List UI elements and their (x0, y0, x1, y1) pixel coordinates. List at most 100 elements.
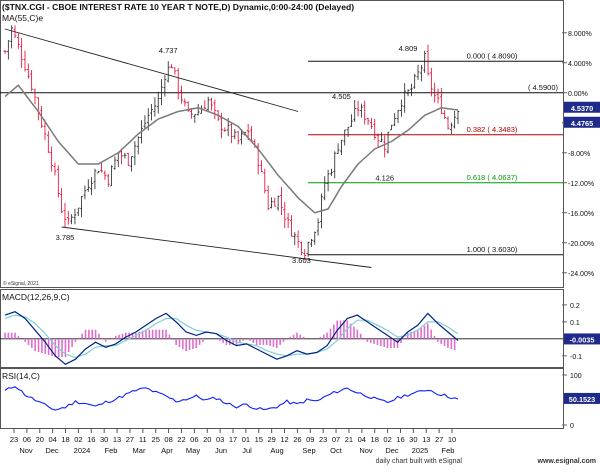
y-tick-label: 8.000% (568, 31, 592, 38)
x-tick-label: 20 (36, 435, 44, 444)
y-tick-label: -24.00% (568, 271, 594, 278)
x-tick-label: 10 (448, 435, 456, 444)
y-tick-label: -20.00% (568, 241, 594, 248)
x-tick-label: 03 (216, 435, 224, 444)
chart-title: ($TNX.CGI - CBOE INTEREST RATE 10 YEAR T… (2, 2, 354, 12)
fib-level-label: 0.382 ( 4.3483) (467, 125, 518, 134)
rsi-title: RSI(14,C) (2, 371, 40, 381)
rsi-panel-frame (0, 368, 564, 429)
fib-levels: 0.000 ( 4.8090) ( 4.5900) 0.382 ( 4.3483) 0… (0, 51, 563, 256)
x-month-label: Jun (215, 446, 227, 455)
x-tick-label: 09 (306, 435, 314, 444)
ma-badge: 4.4765 (571, 119, 593, 128)
x-month-label: Jul (242, 446, 252, 455)
x-tick-label: 21 (345, 435, 353, 444)
y-tick-label: -12.00% (568, 181, 594, 188)
trendline (4, 28, 299, 112)
rsi-y-tick-label: 0 (570, 423, 574, 430)
x-tick-label: 11 (139, 435, 147, 444)
x-month-label: Mar (133, 446, 146, 455)
x-month-label: Dec (385, 446, 399, 455)
x-tick-label: 04 (358, 435, 366, 444)
x-tick-label: 27 (126, 435, 134, 444)
x-month-label: Nov (19, 446, 33, 455)
x-tick-label: 02 (383, 435, 391, 444)
macd-badge-bg (564, 333, 600, 345)
x-tick-label: 30 (100, 435, 108, 444)
footer-site: www.esignal.com (537, 458, 596, 465)
trendline (61, 226, 372, 268)
y-tick-label: -16.00% (568, 211, 594, 218)
price-label: 4.505 (332, 92, 351, 101)
last-price-badge: 4.5370 (571, 104, 593, 113)
x-tick-label: 06 (190, 435, 198, 444)
ma-line (4, 84, 459, 214)
ma-badge-bg (564, 116, 600, 128)
macd-y-tick-label: -0.1 (570, 354, 582, 361)
trendlines (4, 28, 372, 268)
x-tick-label: 25 (152, 435, 160, 444)
x-tick-label: 23 (10, 435, 18, 444)
x-month-label: Feb (442, 446, 455, 455)
ma-label: MA(55,C)e (2, 13, 43, 23)
price-label: 4.809 (399, 44, 418, 53)
macd-signal-line (4, 314, 459, 359)
x-tick-label: 01 (242, 435, 250, 444)
macd-line (4, 311, 459, 366)
x-axis: 23 06 20 04 18 02 16 30 13 27 11 25 08 22 06 20 03 17 01 15… (10, 429, 456, 455)
fib-level-label: ( 4.5900) (528, 83, 559, 92)
x-tick-label: 13 (422, 435, 430, 444)
x-tick-label: 08 (164, 435, 172, 444)
moving-average (4, 84, 459, 214)
x-tick-label: 16 (87, 435, 95, 444)
x-month-label: Aug (270, 446, 283, 455)
macd-plot: 0.2 0.1 -0.1 -0.0035 (0, 303, 600, 366)
macd-value-badge: -0.0035 (570, 335, 595, 344)
last-price-badge-bg (564, 101, 600, 113)
price-label: 3.603 (292, 256, 311, 265)
x-tick-label: 18 (61, 435, 69, 444)
x-month-label: 2024 (74, 446, 91, 455)
x-month-label: May (186, 446, 200, 455)
rsi-y-tick-label: 100 (570, 373, 582, 380)
fib-level-label: 0.618 ( 4.0637) (467, 173, 518, 182)
x-month-label: 2025 (412, 446, 429, 455)
x-tick-label: 26 (293, 435, 301, 444)
x-tick-label: 07 (332, 435, 340, 444)
y-tick-label: -8.00% (568, 151, 590, 158)
x-tick-label: 27 (435, 435, 443, 444)
value-badges: 4.5370 4.4765 (564, 101, 600, 128)
fib-level-label: 0.000 ( 4.8090) (467, 51, 518, 60)
macd-title: MACD(12,26,9,C) (2, 292, 70, 302)
x-month-label: Feb (105, 446, 118, 455)
macd-panel-frame (0, 289, 564, 368)
x-tick-label: 22 (177, 435, 185, 444)
rsi-line (4, 386, 459, 411)
x-tick-label: 16 (396, 435, 404, 444)
x-month-label: Dec (45, 446, 59, 455)
price-panel-frame (0, 0, 564, 288)
rsi-plot: 100 0 50.1523 (4, 373, 600, 430)
x-tick-label: 04 (48, 435, 56, 444)
price-label: 4.737 (159, 46, 178, 55)
x-tick-label: 18 (371, 435, 379, 444)
x-month-label: Sep (302, 446, 315, 455)
rsi-value-badge: 50.1523 (569, 395, 595, 404)
x-tick-label: 13 (113, 435, 121, 444)
y-tick-label: 4.000% (568, 61, 592, 68)
y-tick-label: 0.00% (568, 91, 588, 98)
copyright-label: © eSignal, 2021 (3, 280, 39, 287)
price-label: 3.785 (56, 233, 75, 242)
macd-y-tick-label: 0.1 (570, 320, 580, 327)
x-tick-label: 06 (23, 435, 31, 444)
x-month-label: Apr (161, 446, 173, 455)
right-axis-strip (564, 0, 600, 429)
x-month-label: Nov (359, 446, 373, 455)
price-label: 4.126 (375, 174, 394, 183)
x-tick-label: 17 (229, 435, 237, 444)
x-tick-label: 23 (319, 435, 327, 444)
x-tick-label: 02 (74, 435, 82, 444)
footer-credit: daily chart built with eSignal (376, 458, 463, 465)
